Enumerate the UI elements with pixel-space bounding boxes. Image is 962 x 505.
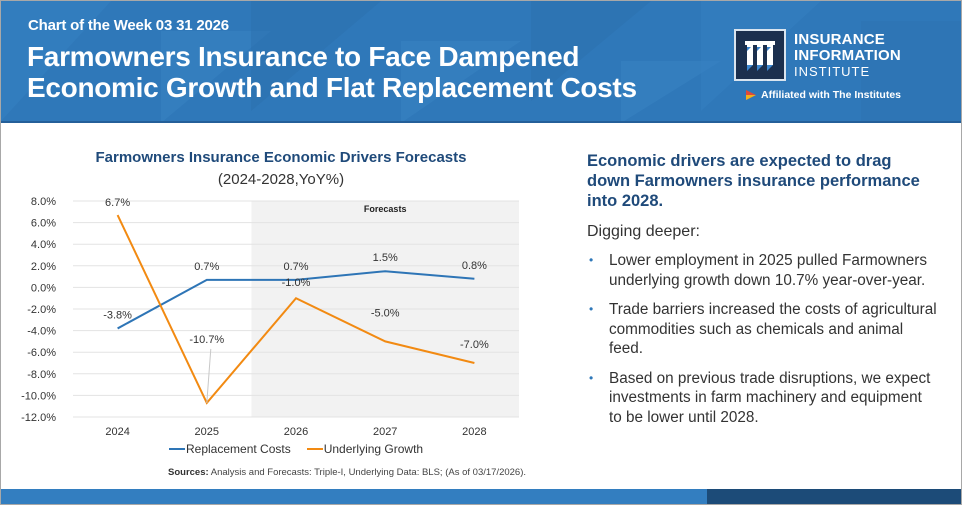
sources-label: Sources: [168,467,209,478]
y-tick-label: 2.0% [31,261,56,273]
legend-label: Replacement Costs [186,442,291,456]
chart-of-the-week-label: Chart of the Week 03 31 2026 [28,17,229,34]
sources-text: Analysis and Forecasts: Triple-I, Underl… [208,467,527,478]
bullet-text: Lower employment in 2025 pulled Farmowne… [609,252,927,289]
footer-bar-dark [707,489,961,504]
header-pattern [1,1,961,123]
legend-swatch-orange [306,448,323,450]
logo-line-1: INSURANCE [794,31,885,48]
line-chart: Forecasts 8.0% 6.0% 4.0% 2.0% 0.0% -2.0% -4.0%… [21,196,519,438]
data-label: 1.5% [373,252,398,264]
series-line-underlying-growth [116,214,475,405]
y-tick-label: -10.0% [21,390,56,402]
forecast-label: Forecasts [364,204,407,214]
x-tick-label: 2024 [105,426,129,438]
bullet-item: • Based on previous trade disruptions, we… [587,369,937,428]
logo-wordmark: INSURANCE INFORMATION INSTITUTE [794,32,901,80]
commentary-intro: Digging deeper: [587,223,700,240]
data-label: -3.8% [103,309,132,321]
data-label: -1.0% [282,277,311,289]
page-title: Farmowners Insurance to Face Dampened Ec… [27,41,637,103]
y-tick-label: -2.0% [27,304,56,316]
bullet-text: Based on previous trade disruptions, we … [609,369,931,426]
x-tick-label: 2027 [373,426,397,438]
y-tick-label: 0.0% [31,282,56,294]
y-tick-label: 4.0% [31,239,56,251]
data-label: 0.7% [283,261,308,273]
data-label: 0.7% [194,261,219,273]
x-tick-label: 2028 [462,426,486,438]
legend-item-replacement-costs: Replacement Costs [169,442,291,456]
bullet-text: Trade barriers increased the costs of ag… [609,301,937,357]
series-line-replacement-costs [117,270,475,330]
y-tick-label: -12.0% [21,412,56,424]
y-tick-label: -4.0% [27,326,56,338]
chart-legend: Replacement Costs Underlying Growth [169,442,423,456]
y-tick-label: -6.0% [27,347,56,359]
title-line-1: Farmowners Insurance to Face Dampened [27,41,580,72]
affiliation-text: Affiliated with The Institutes [761,89,902,101]
bullet-icon: • [589,370,594,385]
chart-title: Farmowners Insurance Economic Drivers Fo… [95,149,467,166]
bullet-item: • Lower employment in 2025 pulled Farmown… [587,251,937,290]
data-label: -10.7% [189,334,224,346]
legend-label: Underlying Growth [323,442,424,456]
commentary-bullets: • Lower employment in 2025 pulled Farmown… [587,251,937,427]
y-tick-label: 6.0% [31,218,56,230]
commentary-headline: Economic drivers are expected to drag do… [587,152,920,210]
data-label: -7.0% [460,339,489,351]
logo-line-2: INFORMATION [794,47,901,64]
title-line-2: Economic Growth and Flat Replacement Cos… [27,72,637,103]
affiliation: Affiliated with The Institutes [746,89,901,101]
data-label: 6.7% [105,197,130,209]
legend-swatch-blue [169,448,185,450]
header-banner: Chart of the Week 03 31 2026 Farmowners … [1,1,961,123]
footer-bar-light [1,489,707,504]
data-label: 0.8% [462,260,487,272]
bullet-icon: • [589,302,594,316]
y-tick-label: -8.0% [27,369,56,381]
logo-line-3: INSTITUTE [794,64,871,79]
bullet-item: • Trade barriers increased the costs of a… [587,300,937,359]
chart-subtitle: (2024-2028,YoY%) [217,171,345,188]
commentary-panel: Economic drivers are expected to drag do… [587,151,937,437]
bullet-icon: • [589,253,594,267]
iii-logo-icon [734,29,786,81]
y-tick-label: 8.0% [31,196,56,208]
label-leader-line [206,348,212,403]
x-tick-label: 2026 [284,426,308,438]
legend-item-underlying-growth: Underlying Growth [306,442,424,456]
x-tick-label: 2025 [195,426,219,438]
sources-note: Sources: Analysis and Forecasts: Triple-… [168,467,526,478]
institutes-arrow-icon [746,90,756,100]
data-label: -5.0% [371,307,400,319]
